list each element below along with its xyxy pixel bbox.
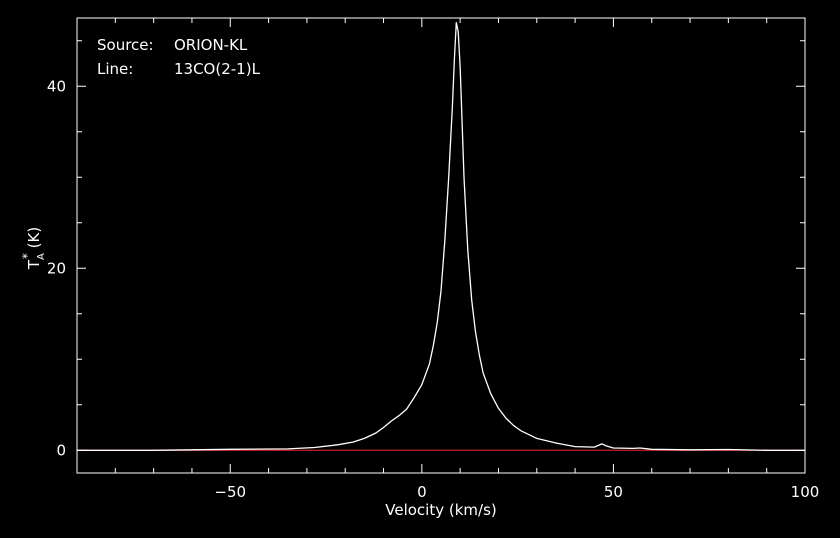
line-label: Line: bbox=[97, 60, 133, 78]
x-axis-ticks: −50 0 50 100 bbox=[214, 18, 819, 501]
x-tick-label: −50 bbox=[214, 483, 246, 501]
x-axis-minor-ticks bbox=[76, 18, 768, 473]
y-axis-label-sup: * bbox=[20, 253, 34, 259]
y-axis-label-sub: A bbox=[36, 253, 47, 260]
source-label: Source: bbox=[97, 36, 154, 54]
y-tick-label: 0 bbox=[56, 441, 66, 459]
y-axis-label-unit: (K) bbox=[25, 227, 43, 253]
y-axis-label: TA* (K) bbox=[20, 227, 47, 270]
x-tick-label: 50 bbox=[604, 483, 623, 501]
x-tick-label: 100 bbox=[791, 483, 820, 501]
x-tick-label: 0 bbox=[417, 483, 427, 501]
y-axis-ticks: 0 20 40 bbox=[47, 77, 805, 459]
y-tick-label: 20 bbox=[47, 259, 66, 277]
x-axis-label: Velocity (km/s) bbox=[385, 501, 496, 519]
y-axis-minor-ticks bbox=[77, 40, 805, 406]
y-tick-label: 40 bbox=[47, 77, 66, 95]
y-axis-label-main: T bbox=[25, 259, 43, 270]
spectrum-line bbox=[77, 21, 805, 451]
plot-frame bbox=[76, 17, 806, 474]
line-value: 13CO(2-1)L bbox=[174, 60, 261, 78]
svg-text:TA* (K): TA* (K) bbox=[20, 227, 47, 270]
source-value: ORION-KL bbox=[174, 36, 248, 54]
